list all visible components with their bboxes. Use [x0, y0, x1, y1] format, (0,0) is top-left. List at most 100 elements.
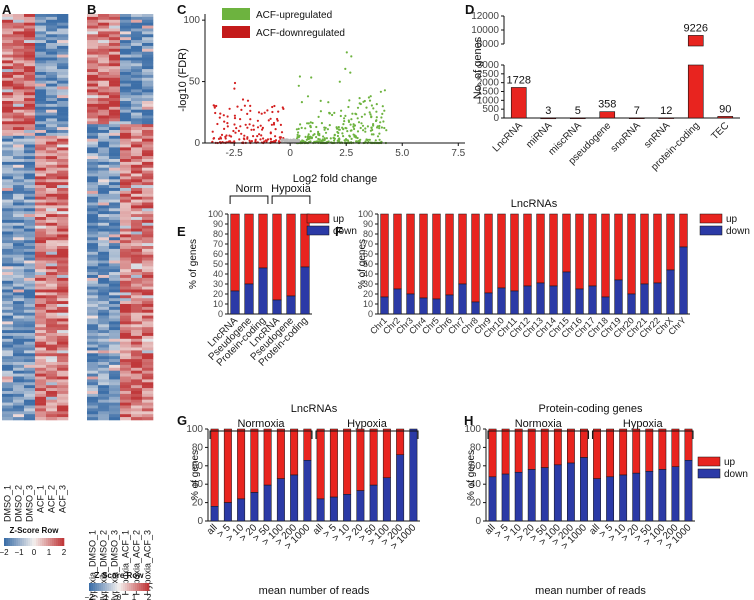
- heatmap-cell: [109, 69, 121, 73]
- heatmap-cell: [13, 260, 25, 264]
- bar-down: [645, 471, 654, 522]
- heatmap-cell: [2, 190, 14, 195]
- heatmap-cell: [131, 34, 143, 38]
- heatmap-cell: [98, 19, 110, 23]
- heatmap-cell: [24, 193, 36, 197]
- color-scale-segment: [10, 538, 13, 546]
- bar-up: [369, 428, 378, 486]
- heatmap-cell: [120, 338, 132, 342]
- heatmap-cell: [120, 379, 132, 383]
- heatmap-cell: [98, 411, 110, 415]
- heatmap-cell: [46, 350, 58, 354]
- heatmap-cell: [120, 115, 132, 119]
- heatmap-cell: [109, 373, 121, 377]
- heatmap-cell: [46, 225, 58, 229]
- heatmap-cell: [57, 382, 69, 386]
- heatmap-cell: [131, 63, 143, 67]
- heatmap-cell: [2, 179, 14, 183]
- heatmap-cell: [46, 182, 58, 186]
- group-bracket: [271, 195, 311, 204]
- heatmap-cell: [57, 193, 69, 197]
- heatmap-cell: [24, 341, 36, 345]
- heatmap-cell: [13, 309, 25, 313]
- bar-up: [536, 213, 545, 284]
- heatmap-cell: [13, 72, 25, 76]
- heatmap-cell: [120, 156, 132, 160]
- heatmap-cell: [98, 167, 110, 171]
- heatmap-cell: [13, 40, 25, 44]
- heatmap-cell: [120, 43, 132, 47]
- bar-down: [300, 266, 310, 315]
- heatmap-cell: [120, 330, 132, 334]
- scatter-point-up: [341, 132, 344, 135]
- scatter-point-up: [354, 112, 357, 115]
- heatmap-cell: [87, 376, 99, 380]
- heatmap-cell: [57, 57, 69, 61]
- heatmap-cell: [142, 353, 154, 357]
- heatmap-cell: [57, 248, 69, 253]
- scatter-point-up: [315, 125, 318, 129]
- heatmap-cell: [142, 356, 154, 360]
- data-label: 5: [575, 105, 581, 117]
- heatmap-cell: [46, 138, 58, 142]
- bar-down: [393, 288, 402, 315]
- scatter-point-up: [378, 124, 381, 128]
- heatmap-cell: [35, 141, 47, 145]
- heatmap-cell: [2, 364, 14, 369]
- heatmap-cell: [46, 48, 58, 52]
- heatmap-cell: [2, 48, 14, 52]
- bar-up: [445, 213, 454, 296]
- heatmap-cell: [46, 318, 58, 322]
- scatter-point-up: [342, 123, 345, 126]
- heatmap-cell: [87, 417, 99, 421]
- heatmap-cell: [57, 301, 69, 305]
- heatmap-cell: [13, 182, 25, 186]
- heatmap-cell: [131, 402, 143, 406]
- heatmap-cell: [98, 69, 110, 73]
- heatmap-cell: [131, 266, 143, 270]
- heatmap-cell: [131, 156, 143, 160]
- heatmap-cell: [24, 263, 36, 267]
- heatmap-cell: [13, 98, 25, 102]
- heatmap-cell: [98, 74, 110, 79]
- heatmap-cell: [131, 277, 143, 282]
- heatmap-cell: [13, 350, 25, 354]
- heatmap-cell: [24, 335, 36, 340]
- heatmap-cell: [98, 304, 110, 308]
- bar-up: [250, 428, 259, 493]
- heatmap-column: [98, 14, 110, 421]
- legend-swatch-up: [697, 456, 721, 467]
- heatmap-cell: [57, 86, 69, 90]
- heatmap-cell: [131, 205, 143, 209]
- heatmap-cell: [131, 193, 143, 197]
- scatter-point-down: [226, 122, 229, 125]
- heatmap-cell: [46, 173, 58, 177]
- heatmap-cell: [2, 19, 14, 23]
- heatmap-cell: [46, 298, 58, 302]
- heatmap-cell: [46, 376, 58, 380]
- heatmap-cell: [87, 350, 99, 354]
- chart-title: Protein-coding genes: [539, 403, 643, 415]
- heatmap-cell: [142, 289, 154, 293]
- heatmap-cell: [109, 301, 121, 305]
- heatmap-cell: [131, 144, 143, 148]
- scatter-point-up: [375, 103, 378, 106]
- heatmap-cell: [120, 130, 132, 134]
- heatmap-cell: [46, 31, 58, 35]
- heatmap-cell: [24, 388, 36, 392]
- heatmap-column-label: Hypoxia_ACF_1: [121, 530, 131, 596]
- heatmap-cell: [13, 379, 25, 383]
- heatmap-cell: [98, 60, 110, 64]
- heatmap-cell: [46, 69, 58, 73]
- heatmap-cell: [142, 324, 154, 328]
- scatter-point-up: [303, 140, 306, 143]
- heatmap-cell: [142, 45, 154, 50]
- heatmap-cell: [24, 57, 36, 61]
- heatmap-column-label: ACF_2: [47, 485, 57, 513]
- heatmap-cell: [131, 376, 143, 380]
- heatmap-cell: [131, 240, 143, 244]
- heatmap-cell: [24, 362, 36, 366]
- heatmap-cell: [13, 179, 25, 183]
- heatmap-cell: [13, 138, 25, 142]
- heatmap-cell: [131, 28, 143, 32]
